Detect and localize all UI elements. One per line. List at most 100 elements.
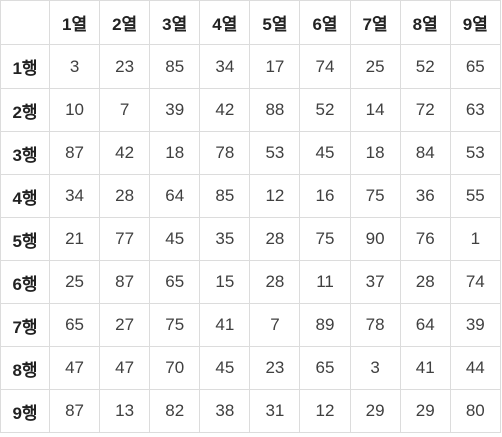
table-cell: 74	[299, 44, 351, 89]
table-cell: 45	[299, 131, 351, 175]
table-cell: 29	[399, 389, 451, 433]
table-row: 5행 21 77 45 35 28 75 90 76 1	[0, 217, 501, 261]
table-cell: 74	[449, 260, 501, 304]
table-cell: 52	[299, 88, 351, 132]
row-header: 4행	[0, 174, 50, 218]
table-cell: 10	[48, 88, 101, 132]
table-cell: 25	[349, 44, 401, 89]
table-cell: 53	[249, 131, 301, 175]
table-row: 2행 10 7 39 42 88 52 14 72 63	[0, 88, 501, 132]
table-cell: 15	[199, 260, 251, 304]
table-cell: 25	[48, 260, 101, 304]
header-row: 1열 2열 3열 4열 5열 6열 7열 8열 9열	[0, 0, 501, 45]
table-cell: 52	[399, 44, 451, 89]
table-row: 3행 87 42 18 78 53 45 18 84 53	[0, 131, 501, 175]
table-cell: 12	[249, 174, 301, 218]
table-cell: 85	[199, 174, 251, 218]
column-header: 1열	[48, 0, 101, 45]
column-header: 2열	[99, 0, 151, 45]
table-cell: 12	[299, 389, 351, 433]
column-header: 7열	[349, 0, 401, 45]
table-cell: 89	[299, 303, 351, 347]
table-cell: 65	[449, 44, 501, 89]
table-cell: 28	[249, 217, 301, 261]
table-cell: 47	[99, 346, 151, 390]
table-cell: 3	[349, 346, 401, 390]
table-cell: 87	[48, 131, 101, 175]
table-cell: 23	[99, 44, 151, 89]
table-cell: 82	[149, 389, 201, 433]
table-cell: 34	[48, 174, 101, 218]
table-cell: 35	[199, 217, 251, 261]
column-header: 4열	[199, 0, 251, 45]
table-cell: 17	[249, 44, 301, 89]
table-cell: 39	[449, 303, 501, 347]
column-header: 5열	[249, 0, 301, 45]
table-cell: 7	[249, 303, 301, 347]
table-cell: 3	[48, 44, 101, 89]
table-cell: 64	[149, 174, 201, 218]
table-cell: 42	[199, 88, 251, 132]
table-cell: 75	[299, 217, 351, 261]
row-header: 2행	[0, 88, 50, 132]
table-cell: 53	[449, 131, 501, 175]
table-cell: 21	[48, 217, 101, 261]
table-cell: 11	[299, 260, 351, 304]
table-row: 6행 25 87 65 15 28 11 37 28 74	[0, 260, 501, 304]
table-cell: 7	[99, 88, 151, 132]
table-cell: 75	[349, 174, 401, 218]
table-cell: 63	[449, 88, 501, 132]
table-cell: 45	[149, 217, 201, 261]
table-cell: 75	[149, 303, 201, 347]
row-header: 1행	[0, 44, 50, 89]
table-cell: 41	[199, 303, 251, 347]
table-cell: 72	[399, 88, 451, 132]
table-cell: 1	[449, 217, 501, 261]
row-header: 3행	[0, 131, 50, 175]
table-row: 7행 65 27 75 41 7 89 78 64 39	[0, 303, 501, 347]
corner-cell	[0, 0, 50, 45]
table-cell: 28	[249, 260, 301, 304]
column-header: 6열	[299, 0, 351, 45]
row-header: 5행	[0, 217, 50, 261]
row-header: 9행	[0, 389, 50, 433]
table-cell: 18	[349, 131, 401, 175]
table-cell: 28	[399, 260, 451, 304]
table-body: 1행 3 23 85 34 17 74 25 52 65 2행 10 7 39 42 88 52 14 72 63 3행…	[0, 44, 501, 433]
table-cell: 38	[199, 389, 251, 433]
table-cell: 87	[48, 389, 101, 433]
table-cell: 65	[48, 303, 101, 347]
table-row: 9행 87 13 82 38 31 12 29 29 80	[0, 389, 501, 433]
table-cell: 39	[149, 88, 201, 132]
table-cell: 31	[249, 389, 301, 433]
table-cell: 14	[349, 88, 401, 132]
table-cell: 85	[149, 44, 201, 89]
table-cell: 84	[399, 131, 451, 175]
table-cell: 29	[349, 389, 401, 433]
table-row: 4행 34 28 64 85 12 16 75 36 55	[0, 174, 501, 218]
table-cell: 27	[99, 303, 151, 347]
row-header: 6행	[0, 260, 50, 304]
table-cell: 41	[399, 346, 451, 390]
table-cell: 77	[99, 217, 151, 261]
column-header: 3열	[149, 0, 201, 45]
table-cell: 55	[449, 174, 501, 218]
table-cell: 70	[149, 346, 201, 390]
table-cell: 13	[99, 389, 151, 433]
table-cell: 76	[399, 217, 451, 261]
table-cell: 44	[449, 346, 501, 390]
table-cell: 47	[48, 346, 101, 390]
table-cell: 23	[249, 346, 301, 390]
table-cell: 80	[449, 389, 501, 433]
table-cell: 42	[99, 131, 151, 175]
column-header: 8열	[399, 0, 451, 45]
table-cell: 90	[349, 217, 401, 261]
table-cell: 28	[99, 174, 151, 218]
table-cell: 34	[199, 44, 251, 89]
table-cell: 45	[199, 346, 251, 390]
table-cell: 37	[349, 260, 401, 304]
table-cell: 88	[249, 88, 301, 132]
column-header: 9열	[449, 0, 501, 45]
table-cell: 64	[399, 303, 451, 347]
